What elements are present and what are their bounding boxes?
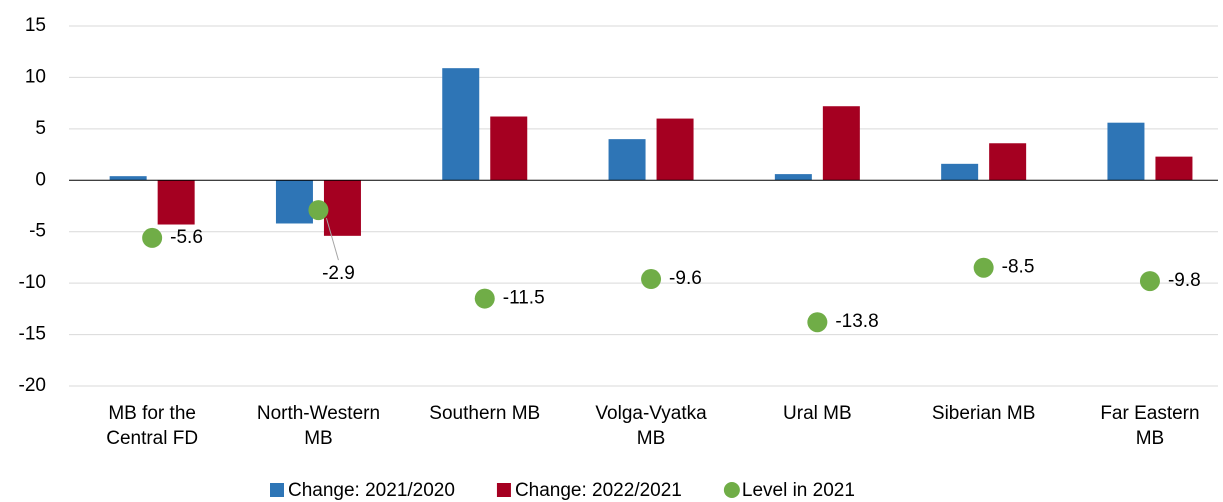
y-tick-label: -20 bbox=[19, 375, 46, 396]
legend-swatch bbox=[270, 483, 284, 497]
point bbox=[807, 312, 828, 333]
legend-label: Change: 2021/2020 bbox=[288, 480, 455, 501]
y-tick-label: 0 bbox=[35, 169, 46, 190]
point bbox=[308, 200, 329, 221]
data-label: -9.8 bbox=[1168, 270, 1201, 291]
bar bbox=[656, 118, 694, 181]
x-tick-label: Far Eastern MB bbox=[1100, 403, 1199, 449]
y-tick-label: 5 bbox=[35, 118, 46, 139]
bar bbox=[774, 174, 812, 181]
legend-swatch bbox=[496, 483, 511, 497]
legend: Change: 2021/2020 Change: 2022/2021 Level … bbox=[270, 480, 855, 501]
data-label: -2.9 bbox=[322, 263, 355, 284]
y-tick-label: 10 bbox=[25, 66, 46, 87]
bar bbox=[608, 139, 646, 181]
data-label: -11.5 bbox=[503, 288, 545, 309]
y-tick-label: 15 bbox=[25, 15, 46, 36]
x-tick-label: Volga-Vyatka MB bbox=[595, 403, 707, 449]
bar bbox=[941, 163, 979, 181]
y-tick-label: -15 bbox=[19, 324, 46, 345]
bar bbox=[1107, 122, 1145, 181]
data-label: -5.6 bbox=[170, 227, 203, 248]
leader-line bbox=[325, 217, 339, 261]
data-label: -13.8 bbox=[835, 311, 878, 332]
bar bbox=[1155, 156, 1193, 181]
y-tick-label: -10 bbox=[19, 272, 46, 293]
legend-label: Change: 2022/2021 bbox=[515, 480, 682, 501]
bar bbox=[109, 176, 147, 181]
bar bbox=[275, 180, 313, 224]
x-tick-label: Siberian MB bbox=[932, 403, 1036, 424]
data-label: -8.5 bbox=[1002, 257, 1035, 278]
point bbox=[474, 288, 495, 309]
y-tick-label: -5 bbox=[29, 221, 46, 242]
legend-swatch bbox=[723, 482, 740, 498]
point bbox=[142, 227, 163, 248]
point bbox=[973, 257, 994, 278]
x-tick-label: Southern MB bbox=[429, 403, 540, 424]
bar bbox=[822, 106, 860, 181]
bar bbox=[442, 68, 480, 181]
x-tick-label: Ural MB bbox=[783, 403, 852, 424]
bar bbox=[490, 116, 528, 181]
legend-label: Level in 2021 bbox=[742, 480, 855, 501]
bar bbox=[989, 143, 1027, 181]
bar bbox=[157, 180, 195, 225]
data-label: -9.6 bbox=[669, 268, 702, 289]
point bbox=[641, 269, 662, 290]
point bbox=[1139, 271, 1160, 292]
bars bbox=[109, 68, 1193, 236]
bar bbox=[323, 180, 361, 236]
x-tick-label: North-Western MB bbox=[257, 403, 380, 449]
x-tick-label: MB for the Central FD bbox=[106, 403, 198, 449]
